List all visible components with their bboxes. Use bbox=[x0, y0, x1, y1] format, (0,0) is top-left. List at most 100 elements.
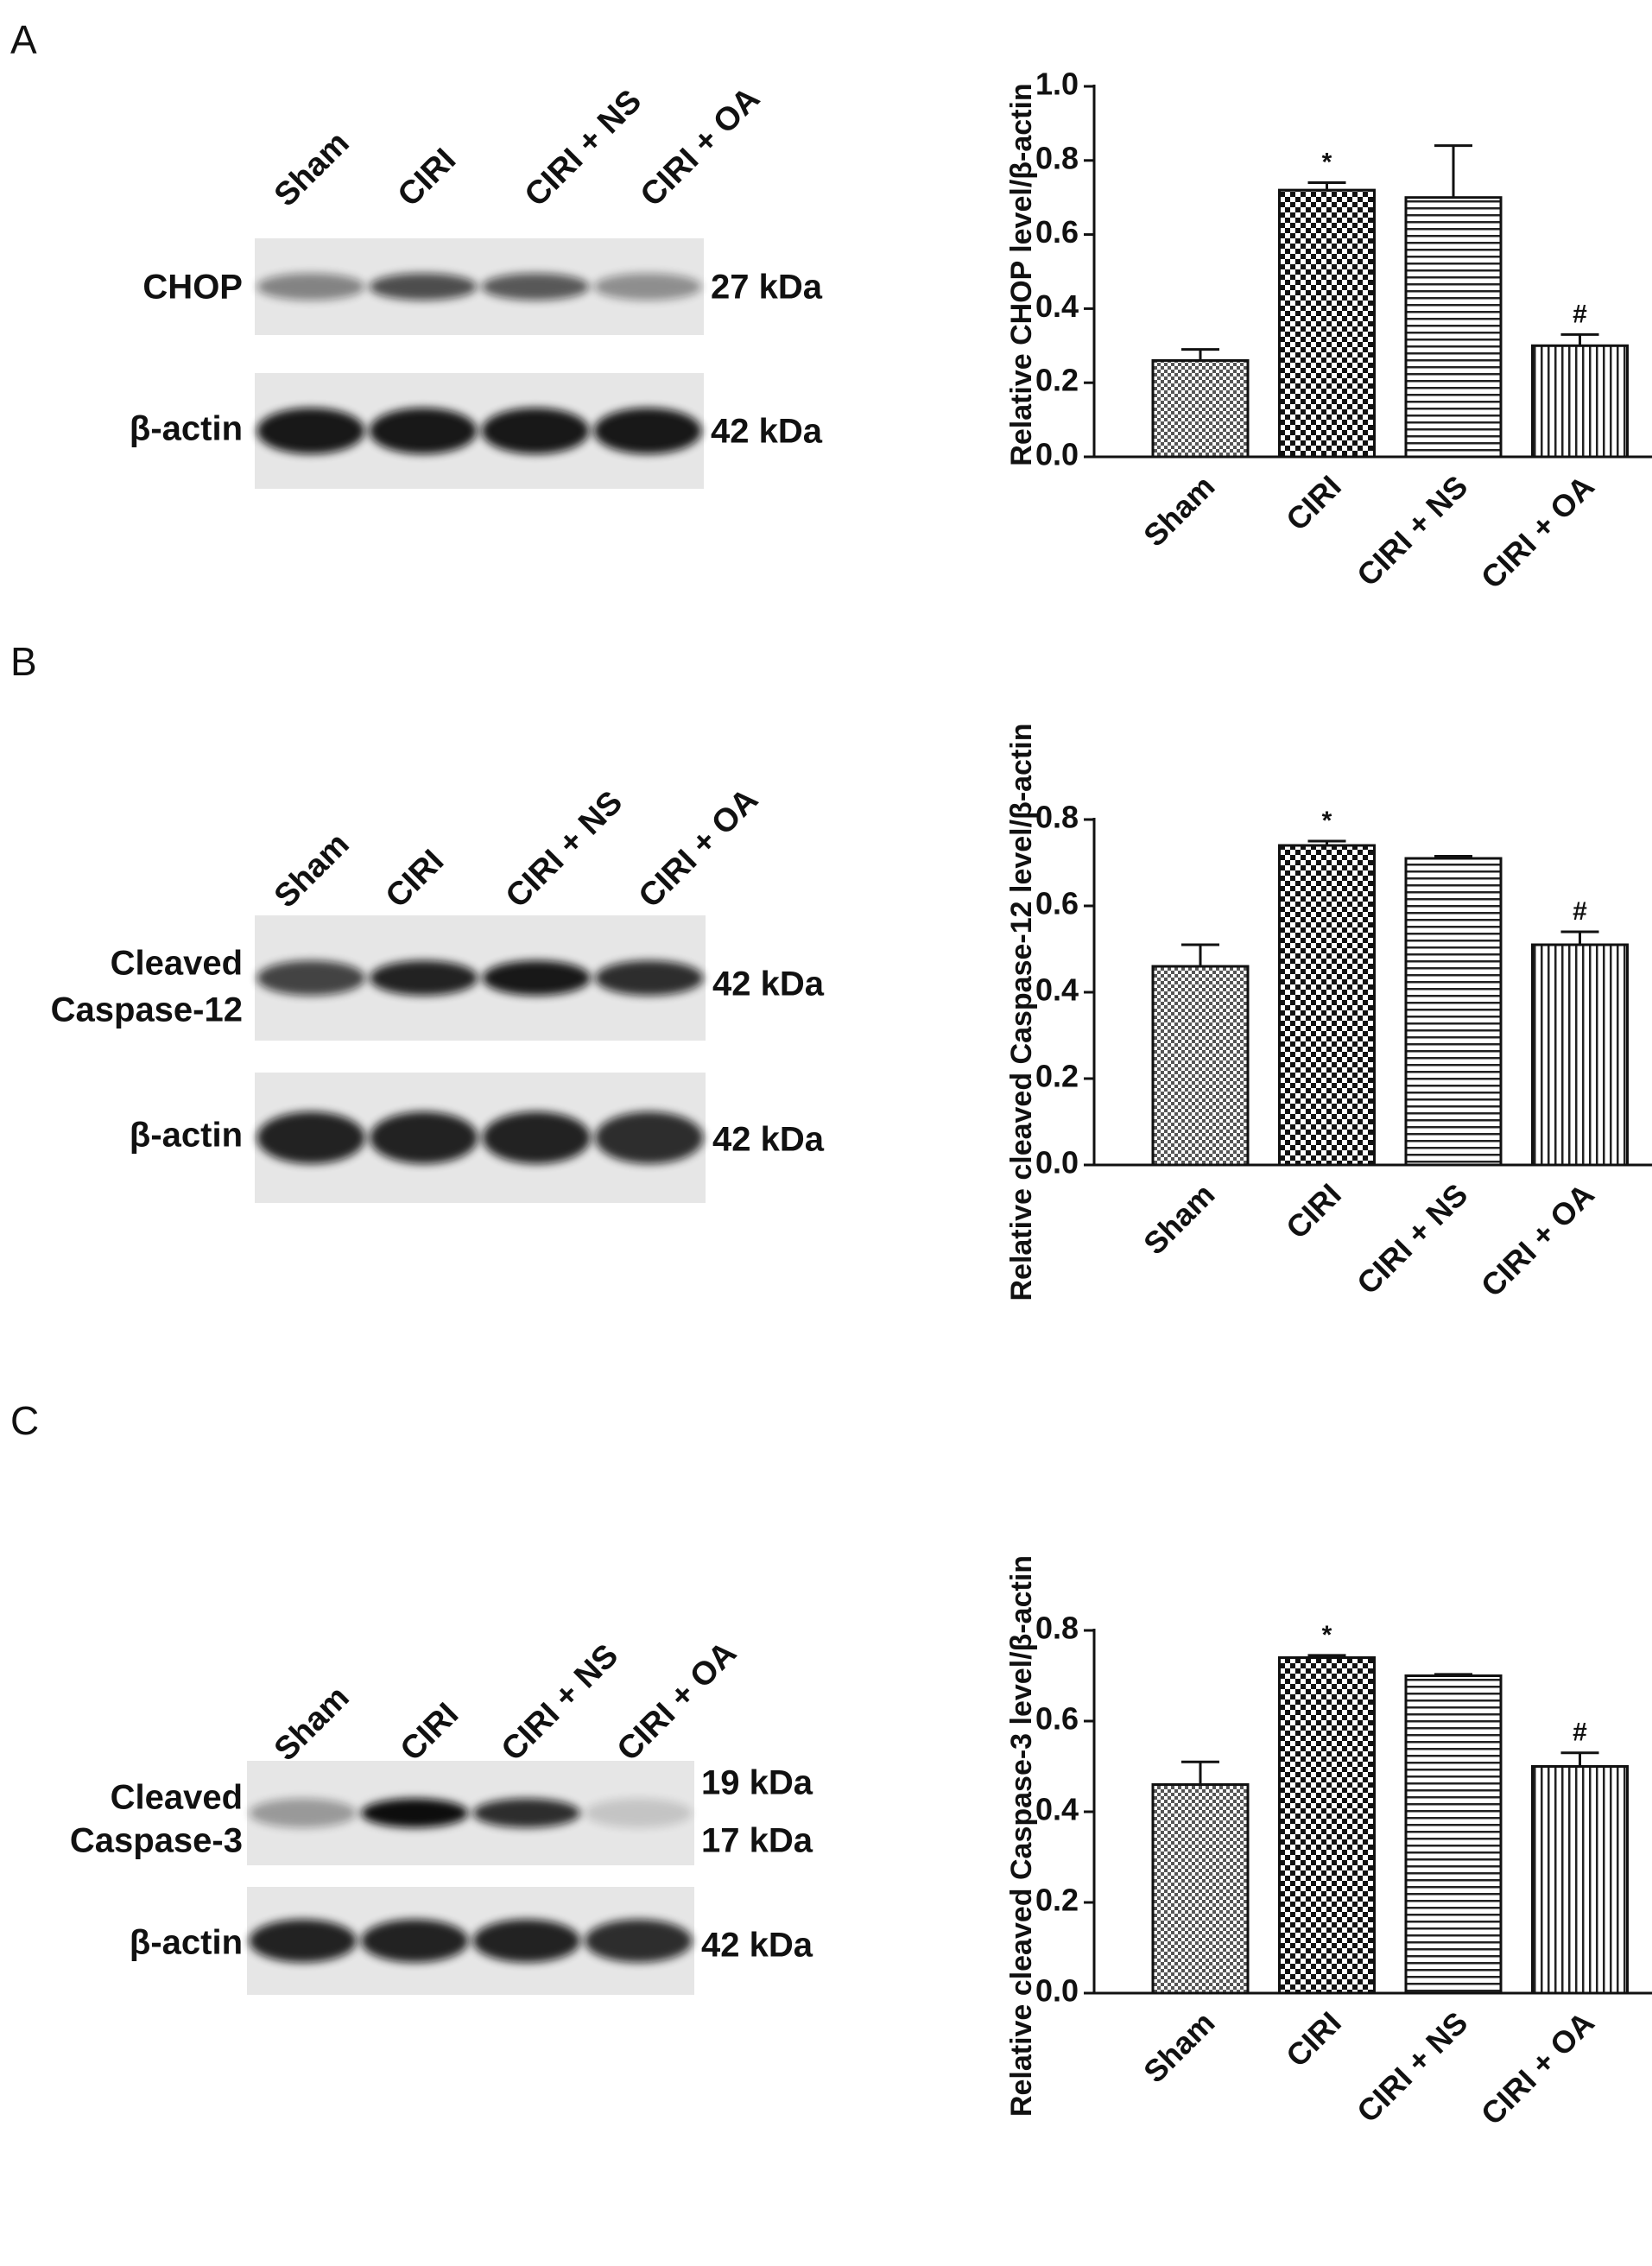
lane-label: CIRI + OA bbox=[611, 1635, 744, 1768]
blot-band bbox=[595, 1111, 704, 1164]
blot-band bbox=[256, 273, 365, 301]
error-bar bbox=[1181, 943, 1219, 966]
row-label: Caspase-3 bbox=[70, 1822, 243, 1860]
significance-marker: * bbox=[1322, 1621, 1332, 1649]
blot-band bbox=[482, 960, 591, 996]
significance-marker: # bbox=[1573, 1718, 1587, 1747]
y-tick-label: 0.2 bbox=[1035, 1059, 1079, 1094]
bar bbox=[1278, 188, 1376, 459]
x-tick-label: Sham bbox=[1136, 2004, 1221, 2089]
blot-band bbox=[249, 1798, 357, 1828]
y-tick-label: 0.0 bbox=[1035, 437, 1079, 472]
significance-marker: * bbox=[1322, 807, 1332, 835]
kda-label: 19 kDa bbox=[701, 1764, 813, 1802]
error-bar bbox=[1181, 348, 1219, 361]
lane-label: Sham bbox=[268, 125, 357, 214]
error-bar bbox=[1434, 855, 1472, 858]
lane-label: CIRI + OA bbox=[632, 782, 765, 915]
y-tick-label: 0.4 bbox=[1035, 972, 1079, 1008]
y-axis-label: Relative cleaved Caspase-3 level/β-actin bbox=[1005, 1555, 1038, 2117]
row-label: Cleaved bbox=[111, 1779, 243, 1817]
x-tick-label: CIRI + NS bbox=[1350, 2004, 1474, 2129]
lane-label: CIRI + OA bbox=[634, 80, 767, 213]
y-tick-label: 0.0 bbox=[1035, 1973, 1079, 2009]
panel-label: A bbox=[10, 17, 37, 62]
x-tick-label: Sham bbox=[1136, 1176, 1221, 1261]
x-tick-label: CIRI bbox=[1279, 1176, 1348, 1245]
lane-label: Sham bbox=[268, 1680, 357, 1769]
bar bbox=[1278, 1656, 1376, 1995]
blot-band bbox=[256, 408, 365, 454]
x-tick-label: CIRI + OA bbox=[1474, 1176, 1601, 1303]
lane-label: CIRI + NS bbox=[518, 83, 649, 213]
x-tick-label: CIRI + OA bbox=[1474, 2004, 1601, 2131]
y-axis-label: Relative cleaved Caspase-12 level/β-acti… bbox=[1005, 723, 1038, 1301]
y-axis-label: Relative CHOP level/β-actin bbox=[1005, 83, 1038, 465]
error-bar bbox=[1307, 1654, 1346, 1658]
kda-label: 17 kDa bbox=[701, 1822, 813, 1860]
bar bbox=[1531, 943, 1629, 1167]
error-bar bbox=[1434, 144, 1472, 198]
blot-band bbox=[482, 1111, 591, 1164]
blot-band bbox=[369, 273, 478, 301]
bar bbox=[1404, 857, 1503, 1167]
bar bbox=[1151, 358, 1250, 459]
panel-label: C bbox=[10, 1398, 39, 1443]
x-tick-label: CIRI + NS bbox=[1350, 468, 1474, 592]
blot-band bbox=[249, 1919, 357, 1963]
bar bbox=[1531, 344, 1629, 459]
y-tick-label: 0.2 bbox=[1035, 1883, 1079, 1918]
lane-label: CIRI + NS bbox=[499, 784, 630, 915]
kda-label: 27 kDa bbox=[711, 269, 823, 307]
error-bar bbox=[1307, 181, 1346, 191]
blot-band bbox=[361, 1919, 469, 1963]
bar bbox=[1151, 1783, 1250, 1995]
error-bar bbox=[1181, 1760, 1219, 1785]
kda-label: 42 kDa bbox=[711, 413, 823, 451]
bar bbox=[1531, 1765, 1629, 1995]
kda-label: 42 kDa bbox=[701, 1927, 813, 1965]
bar bbox=[1278, 844, 1376, 1167]
row-label: β-actin bbox=[130, 1924, 243, 1962]
blot-band bbox=[472, 1919, 580, 1963]
error-bar bbox=[1307, 839, 1346, 845]
blot-band bbox=[361, 1798, 469, 1828]
significance-marker: # bbox=[1573, 300, 1587, 328]
significance-marker: * bbox=[1322, 148, 1332, 176]
lane-label: Sham bbox=[268, 826, 357, 915]
error-bar bbox=[1560, 1751, 1599, 1767]
lane-label: CIRI bbox=[391, 142, 463, 213]
y-tick-label: 0.8 bbox=[1035, 1611, 1079, 1646]
row-label: β-actin bbox=[130, 1117, 243, 1155]
blot-band bbox=[472, 1798, 580, 1828]
blot-band bbox=[593, 273, 702, 301]
y-tick-label: 0.0 bbox=[1035, 1145, 1079, 1180]
kda-label: 42 kDa bbox=[712, 1121, 825, 1159]
lane-label: CIRI bbox=[379, 843, 451, 915]
x-tick-label: CIRI + NS bbox=[1350, 1176, 1474, 1301]
x-tick-label: CIRI bbox=[1279, 2004, 1348, 2073]
significance-marker: # bbox=[1573, 897, 1587, 926]
blot-band bbox=[369, 408, 478, 454]
row-label: CHOP bbox=[142, 269, 243, 307]
y-tick-label: 1.0 bbox=[1035, 66, 1079, 102]
kda-label: 42 kDa bbox=[712, 965, 825, 1003]
blot-band bbox=[585, 1919, 693, 1963]
blot-band bbox=[481, 273, 590, 301]
error-bar bbox=[1434, 1673, 1472, 1676]
lane-label: CIRI bbox=[394, 1696, 465, 1768]
blot-band bbox=[256, 1111, 365, 1164]
lane-label: CIRI + NS bbox=[495, 1637, 625, 1768]
bar bbox=[1151, 965, 1250, 1167]
y-tick-label: 0.6 bbox=[1035, 1701, 1079, 1737]
y-tick-label: 0.4 bbox=[1035, 288, 1079, 324]
y-tick-label: 0.6 bbox=[1035, 886, 1079, 921]
x-tick-label: CIRI + OA bbox=[1474, 468, 1601, 595]
row-label: Caspase-12 bbox=[51, 991, 243, 1029]
row-label: β-actin bbox=[130, 410, 243, 448]
error-bar bbox=[1560, 930, 1599, 945]
blot-band bbox=[585, 1798, 693, 1828]
x-tick-label: Sham bbox=[1136, 468, 1221, 553]
